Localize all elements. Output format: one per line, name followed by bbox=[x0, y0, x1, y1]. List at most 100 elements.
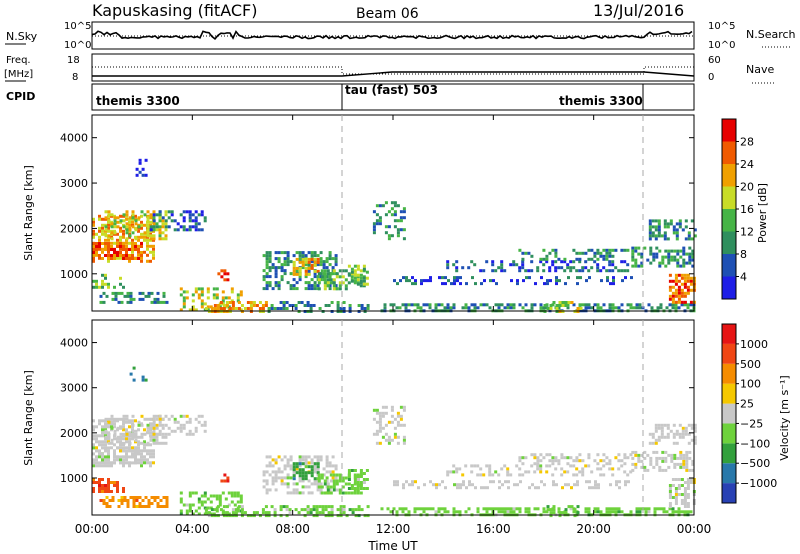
data-cell bbox=[555, 483, 558, 487]
data-cell bbox=[393, 213, 397, 217]
data-cell bbox=[188, 429, 192, 433]
data-cell bbox=[98, 422, 101, 426]
data-cell bbox=[265, 254, 269, 258]
data-cell bbox=[240, 508, 244, 512]
data-cell bbox=[654, 219, 658, 223]
data-cell bbox=[378, 420, 382, 424]
data-cell bbox=[537, 486, 540, 490]
data-cell bbox=[295, 272, 299, 276]
data-cell bbox=[623, 453, 627, 457]
data-cell bbox=[325, 470, 329, 474]
data-cell bbox=[677, 510, 681, 514]
data-cell bbox=[653, 507, 657, 511]
data-cell bbox=[623, 248, 627, 252]
data-cell bbox=[643, 246, 647, 250]
data-cell bbox=[453, 483, 456, 487]
data-cell bbox=[670, 456, 674, 460]
data-cell bbox=[323, 278, 327, 282]
data-cell bbox=[341, 281, 345, 285]
data-cell bbox=[197, 228, 201, 232]
data-cell bbox=[670, 453, 674, 457]
data-cell bbox=[194, 429, 198, 433]
data-cell bbox=[141, 378, 145, 382]
data-cell bbox=[131, 213, 135, 217]
data-cell bbox=[135, 173, 139, 177]
data-cell bbox=[236, 296, 240, 300]
data-cell bbox=[231, 304, 235, 307]
data-cell bbox=[267, 511, 271, 515]
data-cell bbox=[274, 269, 278, 273]
data-cell bbox=[336, 307, 340, 310]
data-cell bbox=[686, 273, 690, 277]
data-cell bbox=[354, 508, 358, 512]
data-cell bbox=[558, 514, 562, 518]
data-cell bbox=[649, 459, 653, 463]
data-cell bbox=[264, 514, 268, 518]
data-cell bbox=[119, 247, 122, 251]
data-cell bbox=[671, 300, 675, 304]
data-cell bbox=[691, 249, 695, 253]
data-cell bbox=[268, 473, 272, 477]
data-cell bbox=[677, 279, 681, 283]
data-cell bbox=[470, 303, 474, 307]
data-cell bbox=[225, 304, 229, 307]
data-cell bbox=[657, 228, 661, 232]
data-cell bbox=[467, 306, 471, 310]
data-cell bbox=[620, 260, 624, 264]
data-cell bbox=[292, 260, 296, 264]
data-cell bbox=[464, 464, 468, 468]
data-cell bbox=[660, 429, 664, 433]
data-cell bbox=[122, 487, 125, 490]
data-cell bbox=[110, 481, 113, 484]
data-cell bbox=[637, 456, 641, 460]
data-cell bbox=[453, 282, 456, 286]
data-cell bbox=[587, 306, 591, 310]
data-cell bbox=[119, 435, 123, 439]
x-tick-label: 00:00 bbox=[75, 522, 110, 536]
data-cell bbox=[98, 285, 101, 289]
data-cell bbox=[307, 281, 311, 285]
data-cell bbox=[146, 449, 149, 453]
data-cell bbox=[605, 510, 609, 514]
data-cell bbox=[683, 505, 687, 508]
data-cell bbox=[670, 459, 674, 463]
data-cell bbox=[381, 426, 385, 430]
data-cell bbox=[359, 487, 363, 490]
data-cell bbox=[194, 491, 198, 495]
data-cell bbox=[458, 510, 462, 514]
data-cell bbox=[125, 237, 129, 241]
data-cell bbox=[203, 494, 207, 498]
data-cell bbox=[542, 269, 546, 273]
data-cell bbox=[372, 432, 376, 436]
data-cell bbox=[668, 484, 672, 487]
data-cell bbox=[98, 484, 101, 487]
data-cell bbox=[194, 216, 198, 220]
data-cell bbox=[479, 473, 483, 477]
data-cell bbox=[684, 426, 688, 430]
data-cell bbox=[396, 414, 400, 418]
data-cell bbox=[286, 461, 290, 465]
data-cell bbox=[191, 491, 195, 495]
data-cell bbox=[666, 222, 670, 226]
data-cell bbox=[116, 435, 120, 439]
data-cell bbox=[674, 303, 678, 307]
y-tick-label: 4000 bbox=[60, 337, 88, 350]
data-cell bbox=[329, 473, 333, 477]
data-cell bbox=[146, 210, 150, 214]
data-cell bbox=[173, 429, 177, 433]
data-cell bbox=[132, 366, 136, 370]
data-cell bbox=[399, 228, 403, 232]
data-cell bbox=[107, 213, 111, 217]
data-cell bbox=[107, 490, 110, 493]
data-cell bbox=[455, 510, 459, 514]
colorbar-tick-label: 4 bbox=[740, 271, 747, 284]
data-cell bbox=[360, 307, 364, 310]
data-cell bbox=[518, 459, 522, 463]
data-cell bbox=[273, 307, 277, 310]
colorbar-frame bbox=[721, 323, 737, 504]
data-cell bbox=[141, 375, 145, 379]
data-cell bbox=[128, 254, 131, 257]
data-cell bbox=[122, 235, 125, 239]
data-cell bbox=[347, 472, 351, 475]
data-cell bbox=[581, 303, 585, 307]
